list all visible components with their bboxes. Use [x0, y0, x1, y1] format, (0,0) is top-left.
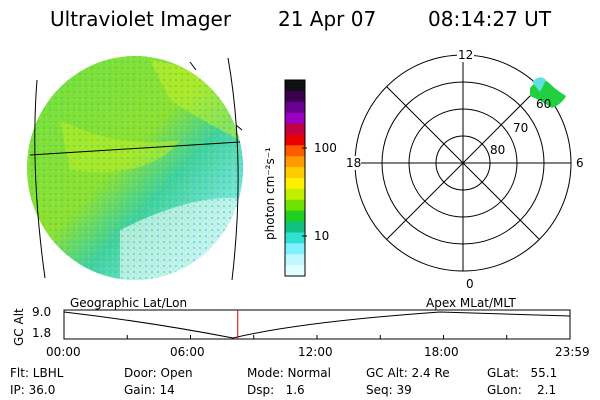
timeline-left-label: Geographic Lat/Lon [70, 296, 188, 310]
colorbar-segment [285, 243, 305, 255]
colorbar-segment [285, 134, 305, 146]
glat-info: GLat: 55.1 [487, 366, 558, 380]
colorbar-unit-label: photon cm⁻²s⁻¹ [263, 147, 277, 240]
timeline-x-0600: 06:00 [170, 345, 205, 359]
mlt-label-12: 12 [457, 48, 475, 62]
timeline-y-top: 9.0 [32, 305, 52, 319]
dsp-info: Dsp: 1.6 [247, 383, 305, 397]
colorbar-segment [285, 210, 305, 223]
colorbar-segment [285, 145, 305, 157]
ip-info: IP: 36.0 [10, 383, 56, 397]
timeline-x-2359: 23:59 [555, 345, 590, 359]
colorbar-segment [285, 123, 305, 135]
polar-plot [354, 54, 572, 272]
mlat-label-60: 60 [536, 97, 552, 111]
timeline-x-1800: 18:00 [424, 345, 459, 359]
filter-info: Flt: LBHL [10, 366, 64, 380]
timeline-x-0000: 00:00 [46, 345, 81, 359]
colorbar-segment [285, 254, 305, 266]
colorbar-tick-100: 100 [314, 141, 337, 155]
timeline-x-1200: 12:00 [298, 345, 333, 359]
colorbar-tick-10: 10 [314, 229, 330, 243]
colorbar-segment [285, 90, 305, 103]
gc-alt-info: GC Alt: 2.4 Re [366, 366, 450, 380]
colorbar-segment [285, 199, 305, 212]
door-info: Door: Open [124, 366, 193, 380]
mlat-label-80: 80 [490, 143, 506, 157]
latitude-line [29, 141, 241, 156]
glon-info: GLon: 2.1 [487, 383, 557, 397]
timeline-ticks [63, 335, 571, 339]
colorbar-segment [285, 265, 305, 277]
timeline-y-bottom: 1.8 [32, 326, 52, 340]
earth-image [27, 56, 243, 280]
instrument-title: Ultraviolet Imager [50, 7, 232, 31]
longitude-line-right [227, 57, 239, 281]
colorbar-segment [285, 221, 305, 233]
timeline-box [63, 309, 571, 340]
observation-date: 21 Apr 07 [278, 7, 377, 31]
altitude-curve [63, 311, 571, 339]
colorbar-segment [285, 232, 305, 244]
mlt-label-18: 18 [346, 156, 362, 170]
timeline-axis-title: GC Alt [12, 308, 26, 346]
colorbar-segment [285, 188, 305, 201]
colorbar-segment [285, 101, 305, 114]
observation-time: 08:14:27 UT [428, 7, 552, 31]
colorbar-segment [285, 156, 305, 168]
colorbar-segment [285, 80, 305, 92]
colorbar-segment [285, 178, 305, 190]
gain-info: Gain: 14 [124, 383, 175, 397]
mlat-label-70: 70 [513, 121, 529, 135]
colorbar-segment [285, 167, 305, 179]
colorbar-border [284, 79, 306, 277]
seq-info: Seq: 39 [366, 383, 412, 397]
mlt-label-6: 6 [576, 156, 584, 170]
mlt-label-0: 0 [466, 277, 474, 291]
colorbar [284, 79, 306, 277]
longitude-line-left [34, 79, 46, 279]
colorbar-segment [285, 112, 305, 125]
mode-info: Mode: Normal [247, 366, 331, 380]
timeline-right-label: Apex MLat/MLT [426, 296, 516, 310]
